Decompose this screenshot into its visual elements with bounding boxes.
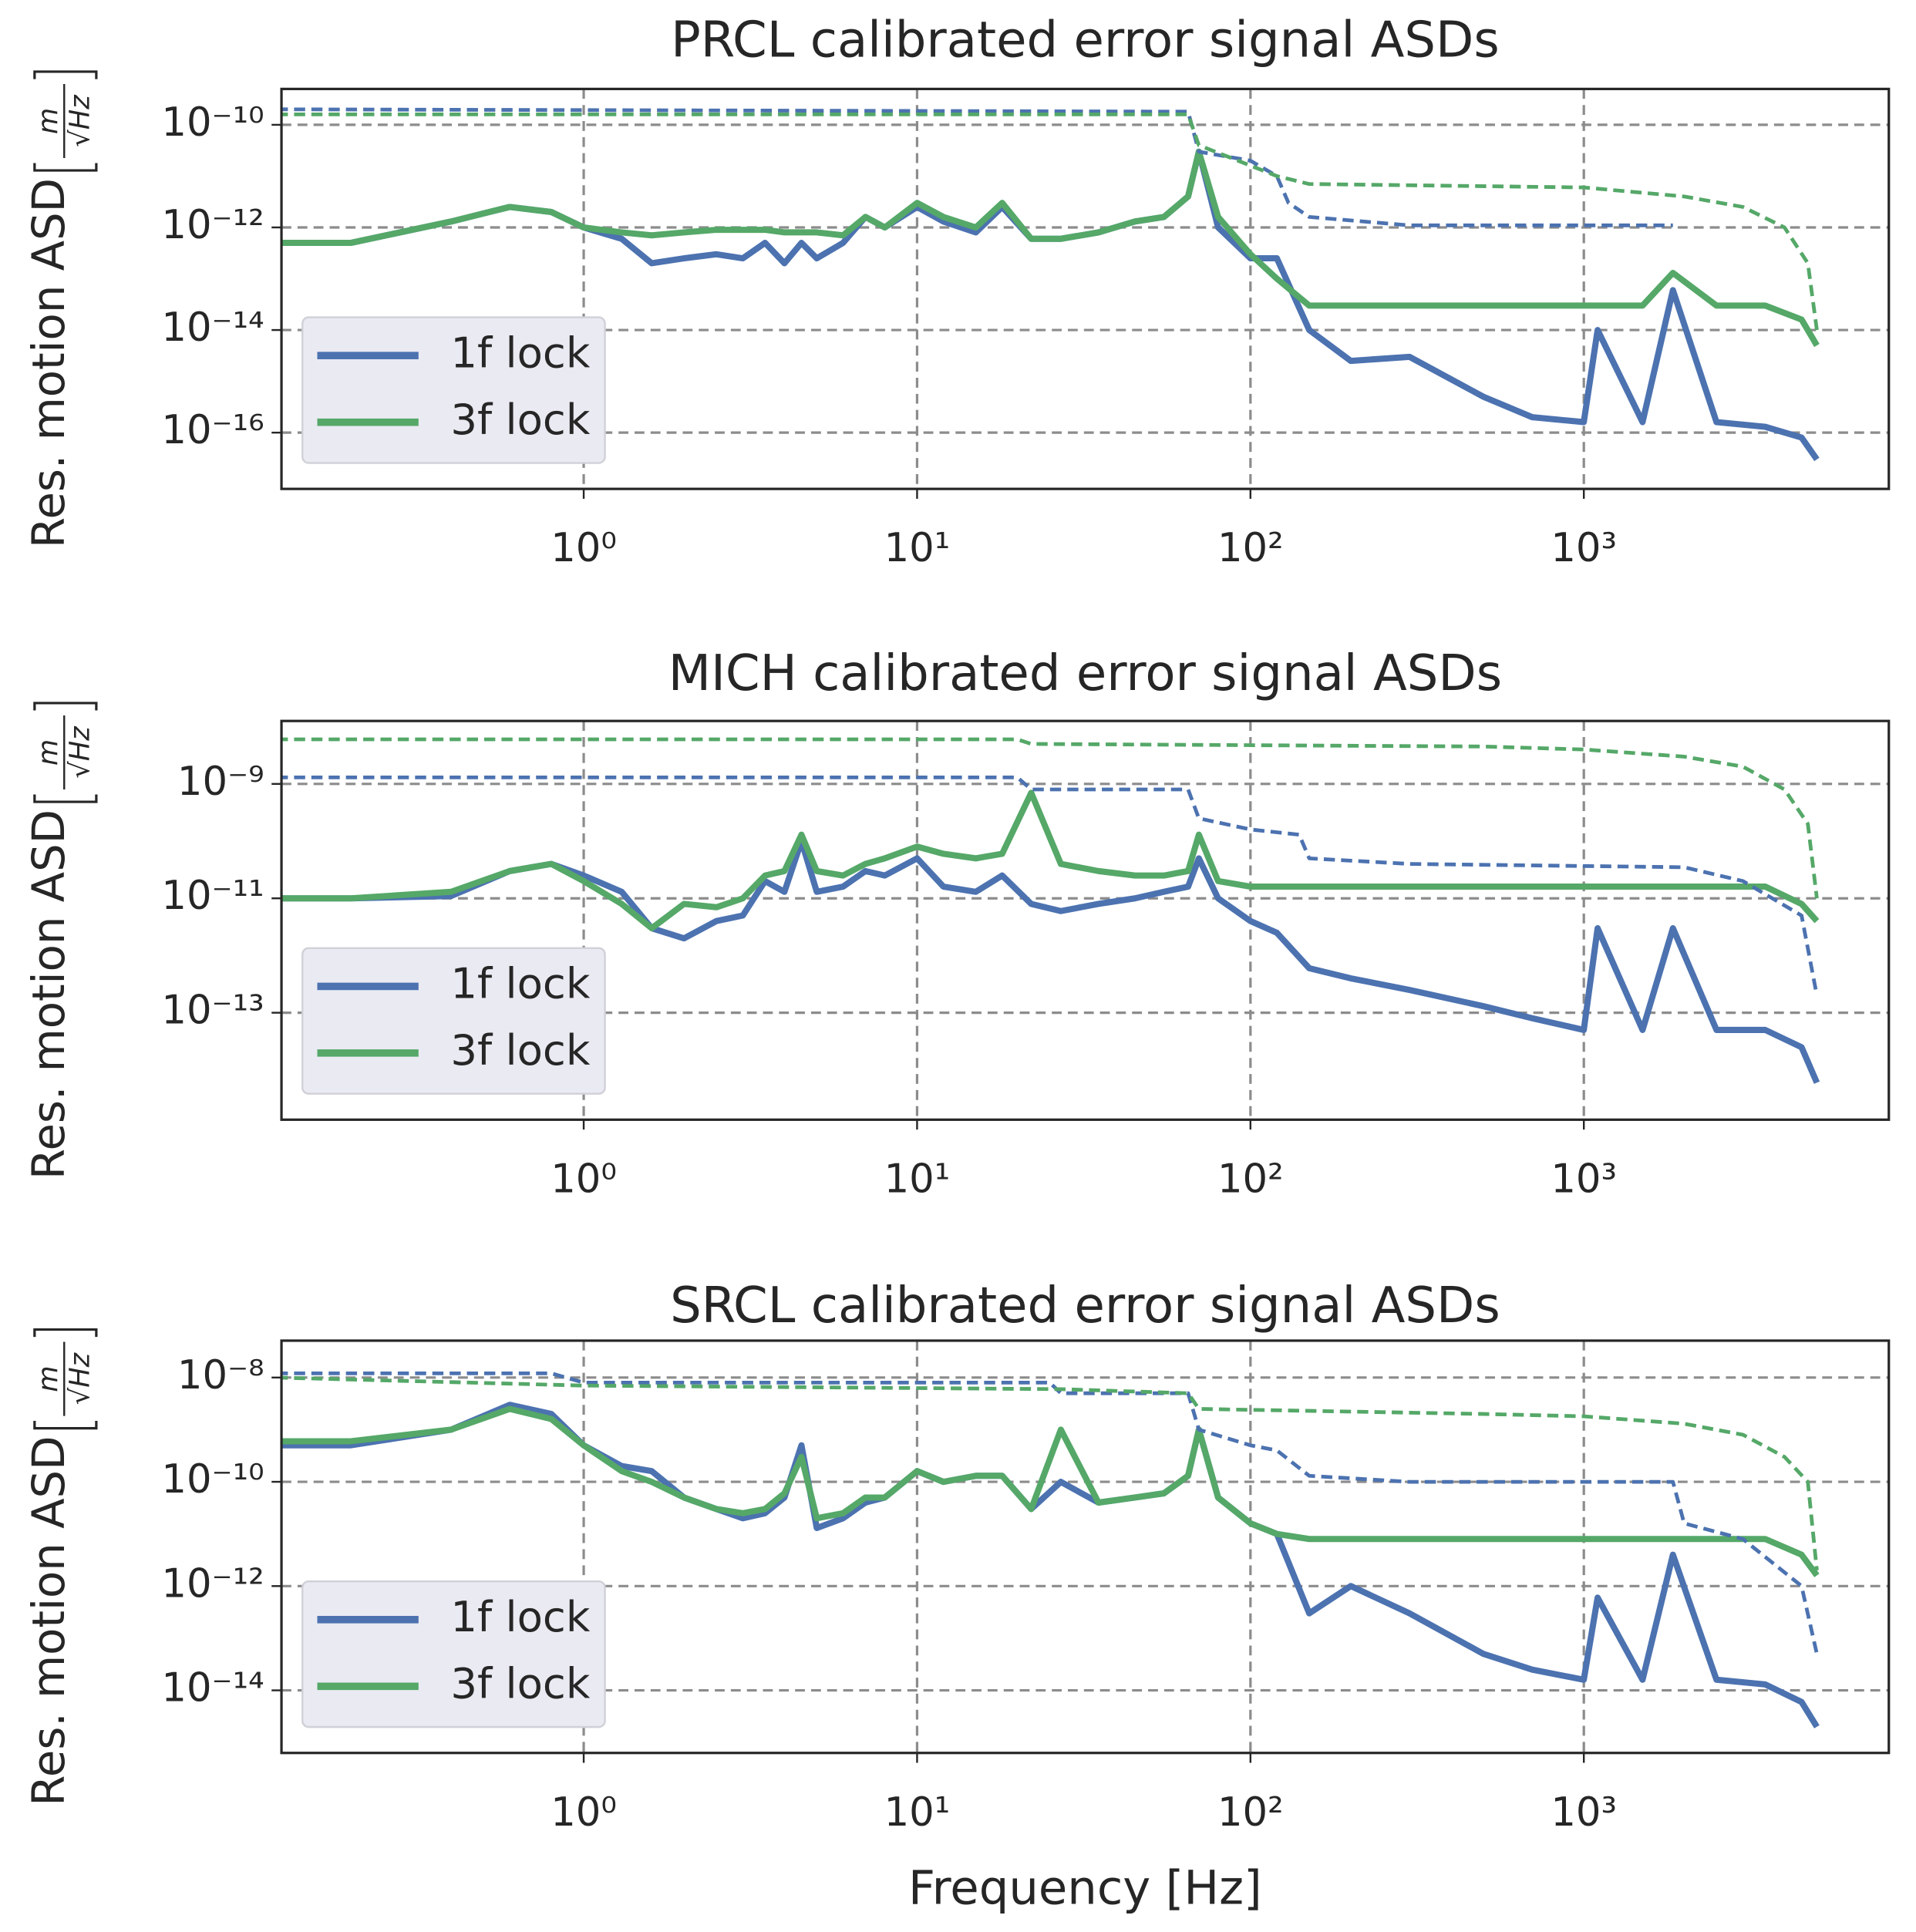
unit-numerator: m xyxy=(32,108,64,134)
unit-denominator: √Hz xyxy=(65,1351,96,1405)
x-tick-label: 10² xyxy=(1217,1156,1284,1202)
series-line xyxy=(281,148,1820,348)
dashed-line xyxy=(281,737,1819,899)
legend-label: 3f lock xyxy=(450,395,590,444)
y-tick-label: 10⁻¹⁶ xyxy=(161,407,264,453)
x-tick-label: 10¹ xyxy=(884,525,951,571)
legend: 1f lock 3f lock xyxy=(301,316,606,464)
subplot-title: PRCL calibrated error signal ASDs xyxy=(671,12,1500,69)
x-tick-label: 10⁰ xyxy=(551,1789,617,1836)
unit-bracket xyxy=(33,702,98,711)
axes-frame xyxy=(280,87,1891,490)
x-tick-label: 10¹ xyxy=(884,1789,951,1836)
y-tick-label: 10⁻⁹ xyxy=(177,759,264,805)
subplot: PRCL calibrated error signal ASDs 10⁰ 10¹ 1… xyxy=(22,12,1891,571)
x-tick-label: 10² xyxy=(1217,525,1284,571)
y-tick-label: 10⁻¹⁰ xyxy=(161,99,264,146)
x-tick-label: 10³ xyxy=(1551,1789,1617,1836)
y-label-text: Res. motion ASD xyxy=(22,178,75,548)
legend-label: 3f lock xyxy=(450,1025,590,1075)
y-tick-label: 10⁻⁸ xyxy=(177,1352,264,1399)
legend: 1f lock 3f lock xyxy=(301,947,606,1095)
subplot: MICH calibrated error signal ASDs 10⁰ 10¹ 1… xyxy=(22,645,1891,1202)
unit-bracket xyxy=(33,70,98,79)
unit-bracket xyxy=(33,1421,98,1430)
legend-label: 3f lock xyxy=(450,1658,590,1708)
y-tick-label: 10⁻¹¹ xyxy=(161,873,264,919)
x-tick-label: 10⁰ xyxy=(551,525,617,571)
dashed-line xyxy=(281,1371,1819,1654)
plot-area xyxy=(281,107,1820,462)
legend-label: 1f lock xyxy=(450,959,590,1008)
y-tick-label: 10⁻¹⁴ xyxy=(161,1665,264,1712)
y-axis-label: Res. motion ASD m √Hz xyxy=(22,70,98,548)
dashed-line xyxy=(281,775,1819,996)
unit-denominator: √Hz xyxy=(65,94,96,147)
y-axis-label: Res. motion ASD m √Hz xyxy=(22,1328,98,1806)
x-tick-label: 10³ xyxy=(1551,1156,1617,1202)
legend: 1f lock 3f lock xyxy=(301,1580,606,1728)
subplot-title: MICH calibrated error signal ASDs xyxy=(668,645,1502,702)
dashed-line xyxy=(281,1375,1819,1571)
y-tick-label: 10⁻¹⁰ xyxy=(161,1456,264,1503)
y-tick-label: 10⁻¹⁴ xyxy=(161,305,264,351)
plot-area xyxy=(281,1371,1820,1728)
y-tick-label: 10⁻¹² xyxy=(161,1560,264,1607)
y-label-text: Res. motion ASD xyxy=(22,1436,75,1806)
dashed-line xyxy=(281,107,1673,227)
unit-numerator: m xyxy=(32,1365,64,1392)
x-tick-label: 10⁰ xyxy=(551,1156,617,1202)
dashed-line xyxy=(281,112,1819,331)
y-tick-label: 10⁻¹³ xyxy=(161,988,264,1034)
x-tick-label: 10³ xyxy=(1551,525,1617,571)
x-tick-label: 10² xyxy=(1217,1789,1284,1836)
legend-label: 1f lock xyxy=(450,1592,590,1641)
plot-area xyxy=(281,737,1820,1084)
unit-denominator: √Hz xyxy=(65,725,96,779)
subplot: SRCL calibrated error signal ASDs 10⁰ 10¹ 1… xyxy=(22,1277,1891,1916)
unit-bracket xyxy=(33,794,98,803)
subplot-title: SRCL calibrated error signal ASDs xyxy=(670,1277,1500,1335)
series-line xyxy=(281,837,1820,1084)
y-label-text: Res. motion ASD xyxy=(22,809,75,1180)
x-tick-label: 10¹ xyxy=(884,1156,951,1202)
axes-frame xyxy=(280,1339,1891,1755)
series-line xyxy=(281,789,1820,932)
axes-frame xyxy=(280,719,1891,1121)
x-axis-label: Frequency [Hz] xyxy=(908,1862,1262,1916)
legend-label: 1f lock xyxy=(450,328,590,377)
unit-bracket xyxy=(33,1328,98,1338)
series-line xyxy=(281,1405,1820,1577)
unit-numerator: m xyxy=(32,739,64,766)
unit-bracket xyxy=(33,163,98,172)
y-axis-label: Res. motion ASD m √Hz xyxy=(22,702,98,1180)
y-tick-label: 10⁻¹² xyxy=(161,202,264,248)
